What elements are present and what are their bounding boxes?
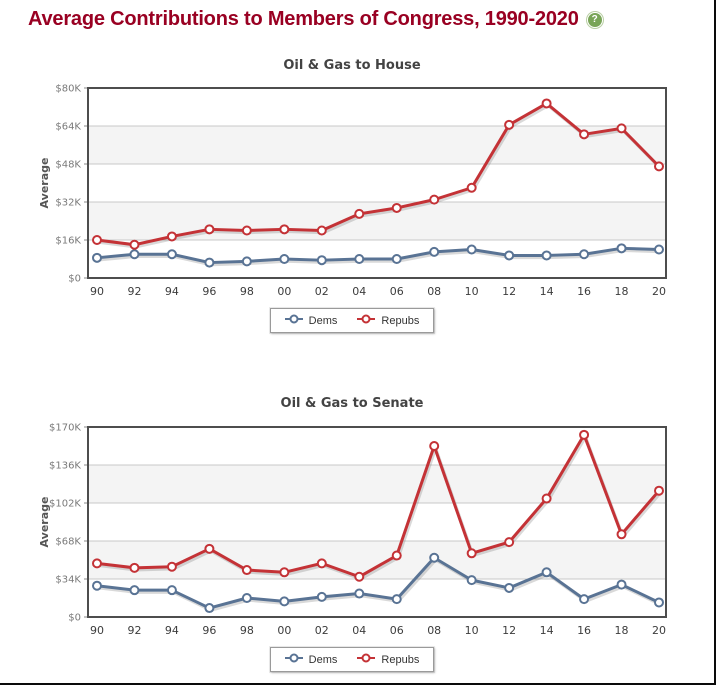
house-legend: Dems Repubs	[30, 308, 674, 333]
svg-text:18: 18	[615, 624, 629, 637]
svg-text:16: 16	[577, 285, 591, 298]
house-chart-title: Oil & Gas to House	[283, 58, 421, 73]
svg-text:$80K: $80K	[55, 84, 81, 95]
page-title: Average Contributions to Members of Cong…	[28, 8, 603, 31]
svg-text:92: 92	[127, 285, 141, 298]
svg-text:98: 98	[240, 624, 254, 637]
svg-text:Average: Average	[38, 497, 51, 548]
legend-label-repubs: Repubs	[381, 314, 420, 327]
legend-label-repubs: Repubs	[381, 653, 420, 666]
svg-text:96: 96	[202, 285, 216, 298]
svg-text:12: 12	[502, 285, 516, 298]
svg-text:90: 90	[90, 285, 104, 298]
dems-line-marker-icon	[284, 313, 303, 328]
svg-text:10: 10	[465, 624, 479, 637]
svg-text:$0: $0	[68, 274, 81, 285]
svg-text:$170K: $170K	[49, 423, 81, 434]
house-chart-plot: $80K $64K $48K $32K $16K $0 90 92 94 96 98 00 02 04 06…	[38, 84, 667, 298]
svg-text:20: 20	[652, 624, 666, 637]
svg-text:94: 94	[165, 624, 179, 637]
svg-text:08: 08	[427, 624, 441, 637]
legend-box: Dems Repubs	[269, 308, 435, 333]
legend-label-dems: Dems	[308, 653, 338, 666]
senate-chart-plot: $170K $136K $102K $68K $34K $0 90 92 94 96 98 00 02 0…	[38, 423, 667, 637]
svg-text:20: 20	[652, 285, 666, 298]
svg-text:$68K: $68K	[55, 537, 81, 548]
svg-text:$34K: $34K	[55, 575, 81, 586]
svg-text:Average: Average	[38, 158, 51, 209]
legend-box: Dems Repubs	[269, 647, 435, 672]
svg-text:$32K: $32K	[55, 198, 81, 209]
svg-text:18: 18	[615, 285, 629, 298]
svg-text:$136K: $136K	[49, 461, 81, 472]
svg-text:92: 92	[127, 624, 141, 637]
repubs-line-marker-icon	[357, 652, 376, 667]
svg-text:90: 90	[90, 624, 104, 637]
svg-text:$102K: $102K	[49, 499, 81, 510]
svg-text:04: 04	[352, 285, 366, 298]
svg-text:$0: $0	[68, 613, 81, 624]
svg-text:08: 08	[427, 285, 441, 298]
senate-chart-title: Oil & Gas to Senate	[280, 396, 424, 411]
svg-text:96: 96	[202, 624, 216, 637]
dems-line-marker-icon	[284, 652, 303, 667]
repubs-line-marker-icon	[357, 313, 376, 328]
legend-item-dems: Dems	[284, 313, 338, 328]
help-question-icon[interactable]: ?	[586, 11, 603, 28]
svg-text:14: 14	[540, 285, 554, 298]
legend-label-dems: Dems	[308, 314, 338, 327]
page-title-text: Average Contributions to Members of Cong…	[28, 8, 579, 30]
svg-text:16: 16	[577, 624, 591, 637]
svg-text:10: 10	[465, 285, 479, 298]
svg-text:$16K: $16K	[55, 236, 81, 247]
svg-text:14: 14	[540, 624, 554, 637]
svg-text:98: 98	[240, 285, 254, 298]
svg-text:$48K: $48K	[55, 160, 81, 171]
svg-text:02: 02	[315, 624, 329, 637]
svg-text:00: 00	[277, 624, 291, 637]
svg-text:06: 06	[390, 624, 404, 637]
legend-item-repubs: Repubs	[357, 313, 419, 328]
legend-item-repubs: Repubs	[357, 652, 419, 667]
svg-text:12: 12	[502, 624, 516, 637]
svg-text:94: 94	[165, 285, 179, 298]
svg-text:06: 06	[390, 285, 404, 298]
svg-text:04: 04	[352, 624, 366, 637]
svg-text:02: 02	[315, 285, 329, 298]
svg-text:$64K: $64K	[55, 122, 81, 133]
legend-item-dems: Dems	[284, 652, 338, 667]
senate-legend: Dems Repubs	[30, 647, 674, 672]
svg-text:00: 00	[277, 285, 291, 298]
